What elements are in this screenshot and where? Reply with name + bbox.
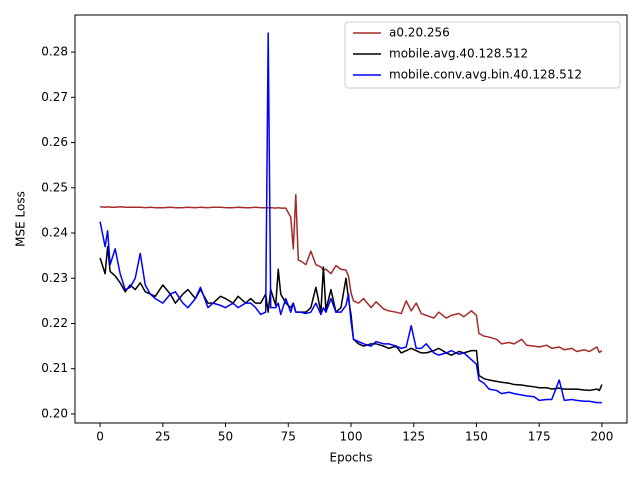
data-line	[99, 245, 603, 392]
x-tick-label: 25	[155, 430, 170, 444]
y-tick-label: 0.27	[41, 90, 68, 104]
y-tick-label: 0.22	[41, 316, 68, 330]
x-tick-label: 150	[465, 430, 488, 444]
x-tick-label: 75	[281, 430, 296, 444]
y-tick-label: 0.26	[41, 135, 68, 149]
x-axis-label: Epochs	[330, 451, 373, 465]
x-tick-label: 125	[402, 430, 425, 444]
x-tick-label: 0	[96, 430, 104, 444]
y-tick-label: 0.20	[41, 406, 68, 420]
y-tick-label: 0.25	[41, 180, 68, 194]
x-tick-label: 100	[340, 430, 363, 444]
data-line	[100, 193, 603, 354]
x-tick-label: 50	[218, 430, 233, 444]
legend-label: a0.20.256	[389, 26, 450, 40]
y-tick-label: 0.24	[41, 226, 68, 240]
x-tick-label: 175	[528, 430, 551, 444]
y-tick-label: 0.23	[41, 271, 68, 285]
y-tick-label: 0.28	[41, 45, 68, 59]
x-tick-label: 200	[590, 430, 613, 444]
y-axis-label: MSE Loss	[14, 191, 28, 247]
legend-label: mobile.avg.40.128.512	[389, 47, 528, 61]
legend-box	[344, 21, 621, 89]
y-tick-label: 0.21	[41, 361, 68, 375]
legend-label: mobile.conv.avg.bin.40.128.512	[389, 68, 582, 82]
data-line	[99, 32, 602, 404]
